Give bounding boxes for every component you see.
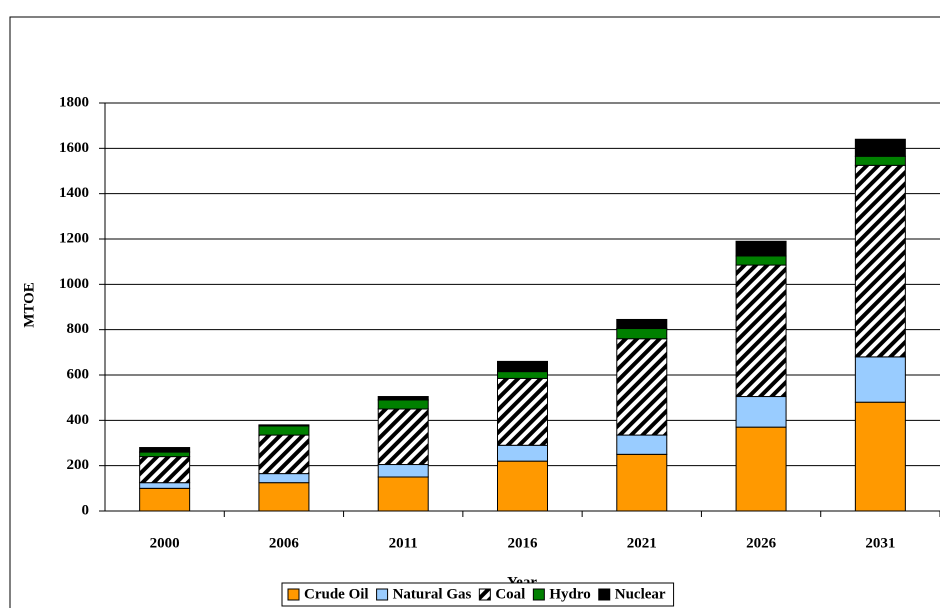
bar-segment: [377, 476, 429, 512]
bar-segment: [616, 328, 668, 340]
y-tick-label: 200: [67, 457, 90, 473]
bar-segment: [854, 164, 906, 358]
x-tick-label: 2006: [269, 535, 300, 551]
bar-segment: [258, 425, 310, 436]
bar-segment: [854, 138, 906, 157]
bar-segment: [258, 482, 310, 512]
legend-swatch: [598, 588, 611, 601]
y-tick-label: 600: [67, 366, 90, 382]
y-tick-label: 800: [67, 321, 90, 337]
bar-segment: [258, 424, 310, 427]
legend-swatch: [532, 588, 545, 601]
bar-segment: [139, 482, 191, 489]
y-tick-label: 0: [82, 502, 90, 518]
bar-segment: [377, 408, 429, 466]
y-tick-label: 1000: [59, 276, 89, 292]
y-tick-label: 400: [67, 412, 90, 428]
legend-swatch: [287, 588, 300, 601]
bar-segment: [735, 255, 787, 266]
x-tick-label: 2026: [746, 535, 777, 551]
x-tick-label: 2011: [389, 535, 418, 551]
legend-swatch: [376, 588, 389, 601]
bar-segment: [616, 318, 668, 330]
x-tick-label: 2000: [150, 535, 180, 551]
bar-segment: [258, 434, 310, 475]
y-tick-label: 1600: [59, 140, 89, 156]
bar-segment: [497, 371, 548, 379]
bar-segment: [377, 464, 429, 478]
x-tick-label: 2016: [508, 535, 539, 551]
bar-segment: [854, 401, 906, 512]
x-tick-label: 2021: [627, 535, 657, 551]
bar-segment: [735, 426, 787, 512]
legend: Crude Oil Natural Gas Coal Hydro Nuclear: [281, 582, 675, 607]
bar-segment: [735, 396, 787, 428]
x-tick-label: 2031: [865, 535, 895, 551]
bar-segment: [735, 264, 787, 398]
bar-segment: [854, 155, 906, 166]
y-tick-label: 1800: [59, 94, 89, 110]
legend-label: Coal: [495, 586, 525, 602]
y-axis-label: MTOE: [21, 282, 37, 328]
bar-segment: [497, 444, 548, 462]
bar-segment: [616, 338, 668, 436]
bar-segment: [854, 356, 906, 403]
bar-segment: [616, 453, 668, 512]
bar-segment: [616, 434, 668, 455]
bar-segment: [139, 487, 191, 512]
bar-segment: [139, 456, 191, 484]
bar-segment: [497, 360, 548, 373]
y-tick-label: 1400: [59, 185, 89, 201]
bar-segment: [377, 399, 429, 410]
y-tick-label: 1200: [59, 230, 89, 246]
bar-segment: [497, 377, 548, 446]
legend-label: Nuclear: [615, 586, 666, 602]
bar-segment: [735, 240, 787, 257]
chart-frame: [9, 16, 940, 608]
bar-segment: [139, 451, 191, 458]
legend-label: Natural Gas: [393, 586, 472, 602]
legend-swatch: [478, 588, 491, 601]
bar-segment: [497, 460, 548, 512]
bar-segment: [139, 447, 191, 453]
bar-segment: [377, 396, 429, 401]
bar-segment: [258, 473, 310, 484]
legend-label: Crude Oil: [304, 586, 369, 602]
legend-label: Hydro: [549, 586, 590, 602]
